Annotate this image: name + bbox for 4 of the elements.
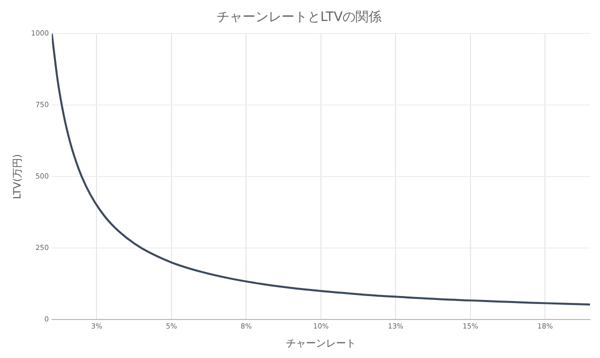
line-series	[52, 34, 590, 306]
x-axis-title: チャーンレート	[286, 338, 356, 350]
chart-title: チャーンレートとLTVの関係	[216, 10, 382, 26]
y-axis-title: LTV(万円)	[12, 154, 24, 200]
